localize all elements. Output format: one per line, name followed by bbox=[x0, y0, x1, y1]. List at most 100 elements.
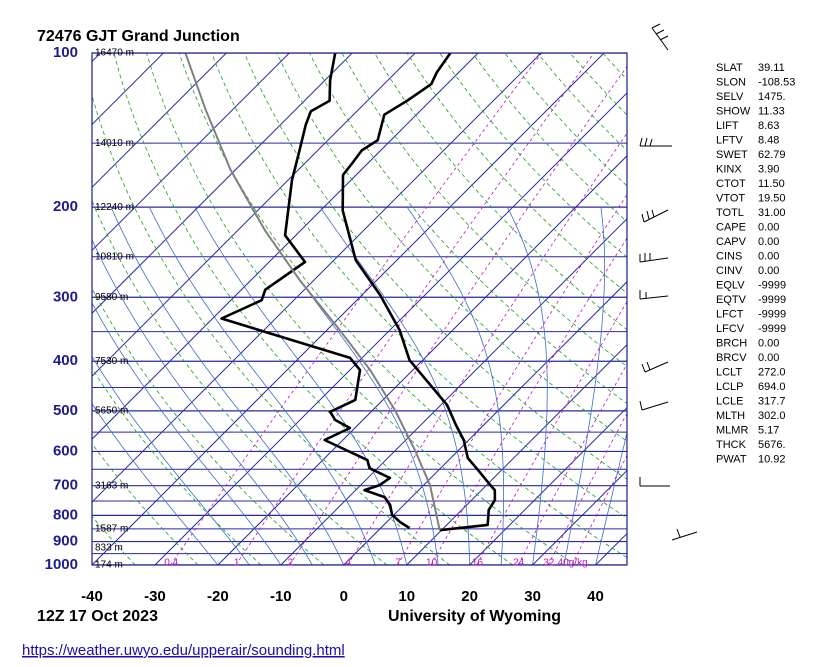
wind-barb bbox=[641, 361, 669, 373]
moist-adiabat bbox=[92, 238, 313, 565]
y-tick-label: 1000 bbox=[45, 556, 78, 573]
wind-barb bbox=[639, 290, 669, 300]
moist-adiabat bbox=[148, 206, 376, 565]
index-name: CAPV bbox=[716, 236, 747, 248]
index-value: 0.00 bbox=[758, 250, 779, 262]
height-label: 14010 m bbox=[95, 138, 134, 149]
wind-barbs bbox=[639, 23, 698, 541]
moist-adiabat bbox=[563, 207, 605, 565]
mixing-ratio-label: 32 bbox=[543, 558, 555, 569]
index-name: LCLE bbox=[716, 395, 744, 407]
mixing-ratio-line bbox=[170, 53, 543, 565]
index-name: SWET bbox=[716, 149, 748, 161]
indices-table: SLAT 39.11 SLON -108.53 SELV 1475. SHOW 11.33 LI… bbox=[716, 62, 795, 466]
profile-line bbox=[220, 53, 411, 530]
moist-adiabat bbox=[250, 206, 439, 565]
moist-adiabat bbox=[506, 206, 548, 565]
mixing-ratio-label: 10 bbox=[426, 558, 438, 569]
height-label: 5650 m bbox=[95, 406, 128, 417]
height-label: 10810 m bbox=[95, 251, 134, 262]
isotherm bbox=[92, 53, 353, 314]
grid-line bbox=[217, 155, 627, 565]
index-name: SELV bbox=[716, 91, 744, 103]
height-label: 9580 m bbox=[95, 292, 128, 303]
plot-frame bbox=[91, 52, 628, 566]
wind-barb bbox=[639, 477, 670, 487]
mixing-ratio-label: 7 bbox=[395, 558, 401, 569]
mixing-ratio-label: 24 bbox=[513, 558, 525, 569]
moist-adiabat bbox=[595, 431, 627, 565]
mixing-ratio-line bbox=[430, 237, 627, 565]
dry-adiabat bbox=[439, 53, 627, 258]
mixing-ratio-line bbox=[397, 193, 627, 565]
dry-adiabat bbox=[92, 367, 262, 565]
index-name: SHOW bbox=[716, 105, 751, 117]
index-value: 10.92 bbox=[758, 453, 786, 465]
isotherm bbox=[92, 53, 479, 440]
y-tick-label: 100 bbox=[53, 44, 78, 61]
index-name: PWAT bbox=[716, 453, 747, 465]
index-name: EQLV bbox=[716, 279, 745, 291]
wind-barb bbox=[639, 253, 669, 263]
index-value: 0.00 bbox=[758, 236, 779, 248]
y-tick-label: 700 bbox=[53, 477, 78, 494]
grid-line bbox=[406, 343, 627, 565]
profile-line bbox=[341, 53, 497, 532]
source-link[interactable]: https://weather.uwyo.edu/upperair/soundi… bbox=[22, 642, 345, 659]
isotherm bbox=[92, 53, 416, 377]
index-name: EQTV bbox=[716, 294, 747, 306]
index-value: -9999 bbox=[758, 323, 786, 335]
index-name: MLMR bbox=[716, 424, 748, 436]
x-tick-label: 10 bbox=[398, 588, 415, 605]
index-value: -9999 bbox=[758, 308, 786, 320]
isotherm bbox=[92, 53, 290, 252]
index-value: 317.7 bbox=[758, 395, 786, 407]
index-value: 1475. bbox=[758, 91, 786, 103]
x-tick-label: 40 bbox=[587, 588, 604, 605]
background-lines bbox=[92, 53, 627, 565]
mixing-ratio-line bbox=[289, 65, 627, 565]
x-tick-label: -30 bbox=[144, 588, 166, 605]
x-tick-label: 0 bbox=[340, 588, 348, 605]
isotherm bbox=[92, 53, 227, 189]
index-value: 5676. bbox=[758, 439, 786, 451]
wind-barb bbox=[651, 23, 669, 51]
isotherm bbox=[92, 53, 542, 503]
dry-adiabat bbox=[92, 287, 325, 565]
x-tick-label: -20 bbox=[207, 588, 229, 605]
y-tick-label: 400 bbox=[53, 352, 78, 369]
y-tick-label: 800 bbox=[53, 506, 78, 523]
mixing-ratio-label: 1 bbox=[234, 558, 240, 569]
index-name: CTOT bbox=[716, 178, 746, 190]
source-label: University of Wyoming bbox=[388, 608, 561, 625]
moist-adiabat bbox=[319, 206, 471, 565]
index-value: -9999 bbox=[758, 279, 786, 291]
dry-adiabat bbox=[92, 442, 199, 565]
index-name: KINX bbox=[716, 163, 742, 175]
index-value: 0.00 bbox=[758, 352, 779, 364]
moist-adiabat bbox=[92, 403, 219, 565]
height-label: 174 m bbox=[95, 560, 123, 571]
grid-line bbox=[92, 53, 605, 565]
index-name: BRCH bbox=[716, 337, 747, 349]
plot-layer bbox=[91, 52, 628, 566]
x-tick-label: -40 bbox=[81, 588, 103, 605]
index-name: THCK bbox=[716, 439, 747, 451]
index-name: BRCV bbox=[716, 352, 747, 364]
height-label: 3163 m bbox=[95, 480, 128, 491]
moist-adiabat bbox=[110, 206, 345, 565]
grid-line bbox=[154, 92, 627, 565]
dry-adiabat bbox=[113, 53, 514, 565]
dry-adiabat bbox=[178, 53, 627, 559]
height-label: 833 m bbox=[95, 542, 123, 553]
moist-adiabat bbox=[194, 206, 408, 565]
index-value: 11.50 bbox=[758, 178, 785, 190]
moist-adiabat bbox=[406, 206, 505, 565]
dry-adiabat bbox=[374, 53, 627, 331]
y-tick-label: 300 bbox=[53, 288, 78, 305]
index-value: 5.17 bbox=[758, 424, 779, 436]
wind-barb bbox=[641, 209, 669, 223]
grid-line bbox=[280, 218, 627, 565]
index-value: 8.63 bbox=[758, 120, 779, 132]
height-label: 12240 m bbox=[95, 202, 134, 213]
